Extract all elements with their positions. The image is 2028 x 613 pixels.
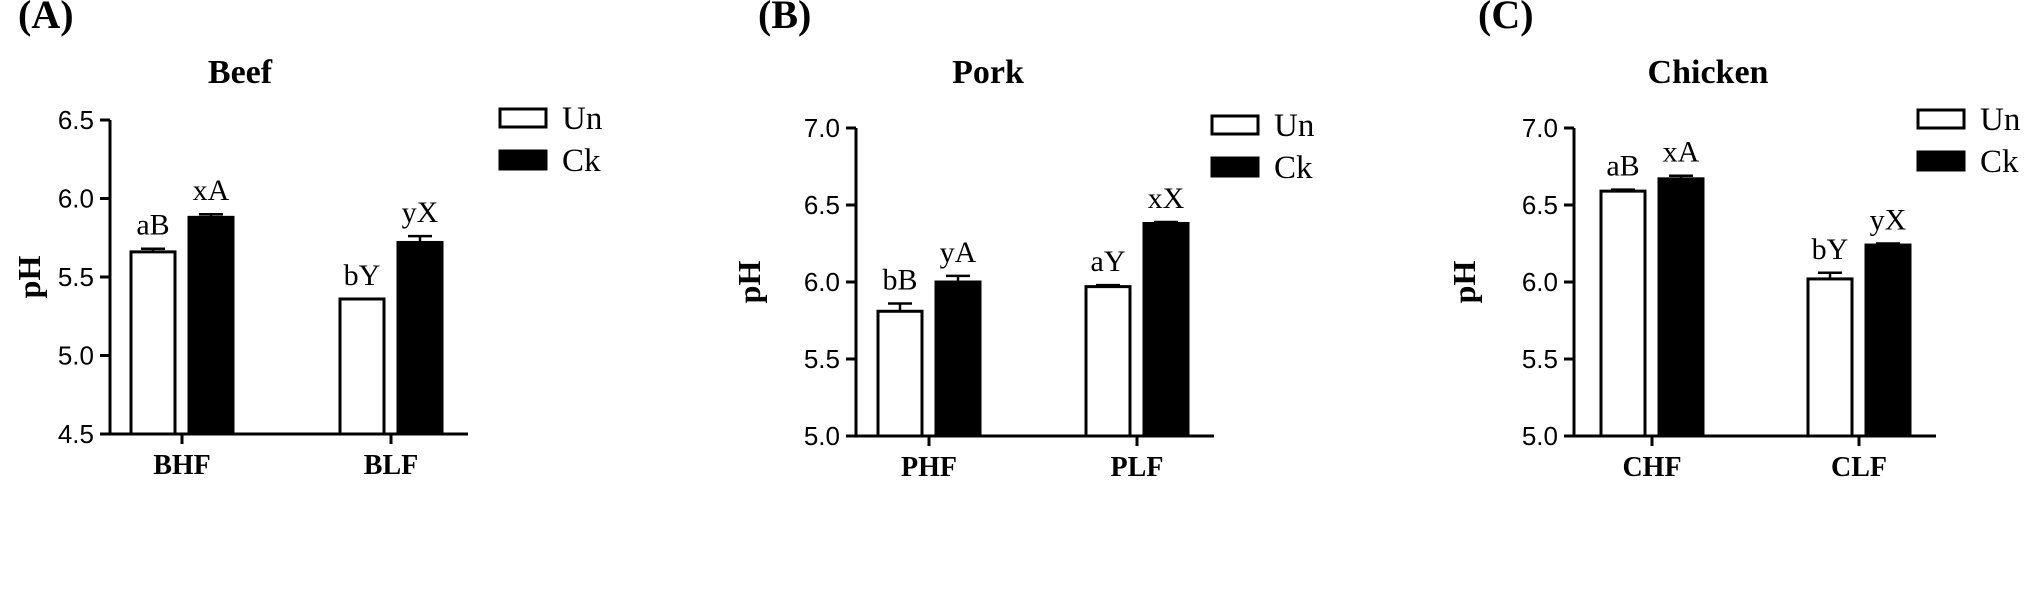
significance-label: yA: [940, 236, 977, 269]
y-tick-label: 7.0: [1522, 113, 1558, 143]
bar-un-blf: [338, 297, 386, 436]
chart-panel-3: (C) Chicken pH 5.0 5.5 6.0 6.5 7.0 aB xA CHF bY yX CL…: [1446, 0, 2020, 483]
y-tick-label: 4.5: [58, 419, 94, 449]
y-axis-label: pH: [731, 261, 767, 304]
x-tick-label: BLF: [364, 450, 418, 481]
significance-label: xA: [193, 174, 230, 207]
bar-ck-bhf: [187, 215, 235, 436]
chart-panel-1: (A) Beef pH 4.5 5.0 5.5 6.0 6.5 aB xA BHF bY yX BLF Un…: [11, 0, 602, 481]
bar-un-chf: [1599, 189, 1647, 438]
y-axis-label: pH: [1446, 261, 1482, 304]
legend-swatch-ck: [1210, 156, 1260, 178]
bar-un-bhf: [129, 250, 177, 436]
significance-label: aB: [136, 209, 169, 242]
legend-label: Ck: [562, 143, 601, 179]
bar-un-phf: [876, 309, 924, 438]
significance-label: xX: [1148, 182, 1185, 215]
x-tick-label: PLF: [1111, 452, 1164, 483]
significance-label: yX: [1870, 204, 1907, 237]
y-axis-label: pH: [11, 256, 47, 299]
significance-label: aY: [1091, 245, 1126, 278]
panel-letter: (A): [18, 0, 74, 37]
y-tick-label: 5.0: [1522, 421, 1558, 451]
y-tick-label: 6.5: [1522, 190, 1558, 220]
significance-label: aB: [1606, 150, 1639, 183]
bar-ck-clf: [1864, 243, 1912, 438]
y-tick-label: 7.0: [804, 113, 840, 143]
bar-un-clf: [1806, 277, 1854, 438]
y-tick-label: 5.0: [58, 341, 94, 371]
bar-ck-phf: [934, 280, 982, 438]
x-tick-label: CHF: [1622, 452, 1681, 483]
significance-label: yX: [402, 196, 439, 229]
significance-label: bY: [344, 259, 381, 292]
bar-ck-chf: [1657, 177, 1705, 438]
y-tick-label: 6.5: [804, 190, 840, 220]
bar-ck-plf: [1142, 221, 1190, 438]
y-tick-label: 5.5: [58, 262, 94, 292]
y-tick-label: 6.0: [1522, 267, 1558, 297]
significance-label: bY: [1812, 233, 1849, 266]
y-tick-label: 5.5: [804, 344, 840, 374]
significance-label: xA: [1663, 136, 1700, 169]
x-tick-label: CLF: [1831, 452, 1887, 483]
bar-un-plf: [1084, 285, 1132, 438]
y-tick-label: 5.5: [1522, 344, 1558, 374]
panel-letter: (C): [1478, 0, 1534, 37]
y-tick-label: 5.0: [804, 421, 840, 451]
chart-panel-2: (B) Pork pH 5.0 5.5 6.0 6.5 7.0 bB yA PHF aY xX PLF Un…: [731, 0, 1314, 483]
y-tick-label: 6.0: [804, 267, 840, 297]
y-tick-label: 6.5: [58, 105, 94, 135]
x-tick-label: BHF: [153, 450, 211, 481]
legend-label: Ck: [1274, 150, 1313, 186]
chart-title: Beef: [208, 54, 273, 91]
y-tick-label: 6.0: [58, 184, 94, 214]
panel-letter: (B): [758, 0, 811, 37]
chart-title: Chicken: [1648, 54, 1769, 91]
legend-label: Un: [1274, 108, 1314, 144]
significance-label: bB: [882, 264, 917, 297]
legend-swatch-un: [1210, 114, 1260, 136]
bar-ck-blf: [396, 240, 444, 436]
legend-swatch-un: [498, 107, 548, 129]
legend-swatch-ck: [1916, 150, 1966, 172]
chart-title: Pork: [952, 54, 1024, 91]
legend-swatch-ck: [498, 149, 548, 171]
legend-label: Un: [1980, 102, 2020, 138]
legend-label: Ck: [1980, 144, 2019, 180]
legend-swatch-un: [1916, 108, 1966, 130]
x-tick-label: PHF: [901, 452, 957, 483]
legend-label: Un: [562, 101, 602, 137]
